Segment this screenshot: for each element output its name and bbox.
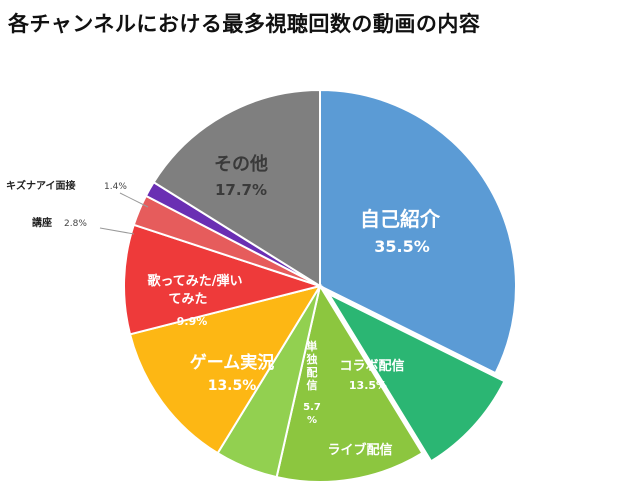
pie-slice-1: [319, 88, 517, 375]
label-uta-2: てみた: [168, 292, 207, 307]
pie-slice-3: [275, 283, 424, 483]
pie-slices: [123, 88, 517, 483]
value-other: 17.7%: [215, 181, 267, 199]
label-jiko: 自己紹介: [360, 207, 441, 231]
pie-slice-5: [128, 284, 323, 455]
label-uta-1: 歌ってみた/弾い: [147, 273, 242, 289]
label-tandoku-1: 単: [307, 339, 318, 353]
value-game: 13.5%: [208, 378, 257, 394]
callout-koza-name: 講座: [32, 216, 52, 229]
label-tandoku-3: 配: [307, 365, 318, 379]
callout-koza-value: 2.8%: [64, 219, 87, 229]
value-tandoku-2: %: [307, 415, 317, 426]
label-other: その他: [214, 153, 268, 175]
value-jiko: 35.5%: [374, 237, 430, 256]
value-uta: 9.9%: [177, 315, 208, 328]
chart-title: 各チャンネルにおける最多視聴回数の動画の内容: [8, 12, 481, 36]
value-collab: 13.5%: [349, 379, 387, 392]
callout-kizuna-value: 1.4%: [104, 182, 127, 192]
pie-slice-9: [152, 88, 321, 288]
pie-slice-6: [123, 223, 324, 336]
label-collab: コラボ配信: [339, 358, 404, 374]
label-tandoku-2: 独: [306, 352, 318, 366]
label-game: ゲーム実況: [190, 352, 275, 373]
label-tandoku-4: 信: [307, 378, 318, 392]
callout-leader-koza: [99, 227, 135, 235]
value-tandoku-1: 5.7: [303, 402, 321, 413]
label-live: ライブ配信: [327, 442, 392, 458]
callout-kizuna-name: キズナアイ面接: [6, 179, 76, 192]
pie-slice-2: [326, 291, 506, 463]
callout-leader-kizuna: [119, 192, 149, 208]
